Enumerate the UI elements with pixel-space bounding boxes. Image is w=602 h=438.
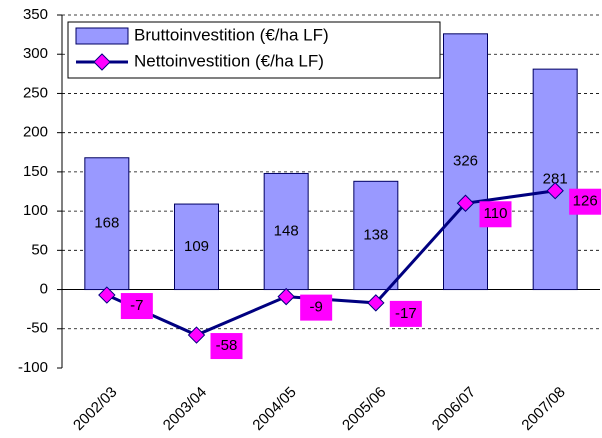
marker: [367, 294, 385, 312]
data-label: -9: [309, 299, 322, 316]
marker: [456, 194, 475, 212]
bar: [353, 180, 399, 291]
y-tick-label: 300: [23, 45, 48, 62]
marker: [546, 182, 564, 200]
legend-box: [67, 21, 441, 79]
bar: [84, 157, 130, 291]
legend-label: Bruttoinvestition (€/ha LF): [134, 25, 329, 44]
bar-label: 109: [184, 238, 209, 255]
data-label: -17: [395, 305, 417, 322]
y-tick-label: 0: [40, 281, 48, 298]
data-label: 126: [573, 193, 598, 210]
bar: [263, 172, 309, 291]
data-label: -58: [216, 337, 238, 354]
bar: [174, 203, 219, 291]
marker: [187, 326, 206, 344]
legend-marker: [93, 53, 111, 71]
data-label: 110: [484, 205, 508, 222]
x-tick-label: 2004/05: [249, 384, 299, 434]
data-label: -7: [130, 297, 143, 314]
x-tick-label: 2002/03: [70, 384, 120, 434]
bar-label: 138: [363, 226, 388, 243]
y-tick-label: 350: [23, 6, 48, 23]
y-tick-label: 50: [31, 241, 48, 258]
bar-label: 148: [274, 222, 299, 239]
marker: [277, 287, 295, 306]
y-tick-label: -50: [26, 320, 48, 337]
x-tick-label: 2003/04: [160, 384, 210, 434]
y-tick-label: -100: [18, 359, 48, 376]
data-label-box: [569, 188, 602, 215]
y-tick-label: 150: [23, 163, 48, 180]
data-label-box: [300, 294, 333, 321]
bar-label: 168: [94, 215, 119, 232]
data-label-box: [389, 300, 422, 327]
x-tick-label: 2007/08: [518, 384, 568, 434]
y-tick-label: 250: [23, 84, 48, 101]
data-label-box: [120, 293, 153, 320]
legend-swatch: [75, 27, 129, 45]
x-tick-label: 2006/07: [429, 384, 479, 434]
data-label-box: [479, 201, 512, 228]
bar-label: 326: [453, 153, 478, 170]
legend-label: Nettoinvestition (€/ha LF): [134, 51, 324, 70]
y-tick-label: 200: [23, 124, 48, 141]
bar: [532, 68, 578, 291]
marker: [98, 286, 116, 304]
y-tick-label: 100: [23, 202, 48, 219]
bar: [443, 33, 488, 291]
x-tick-label: 2005/06: [339, 384, 389, 434]
data-label-box: [210, 333, 243, 360]
bar-label: 281: [543, 170, 568, 187]
